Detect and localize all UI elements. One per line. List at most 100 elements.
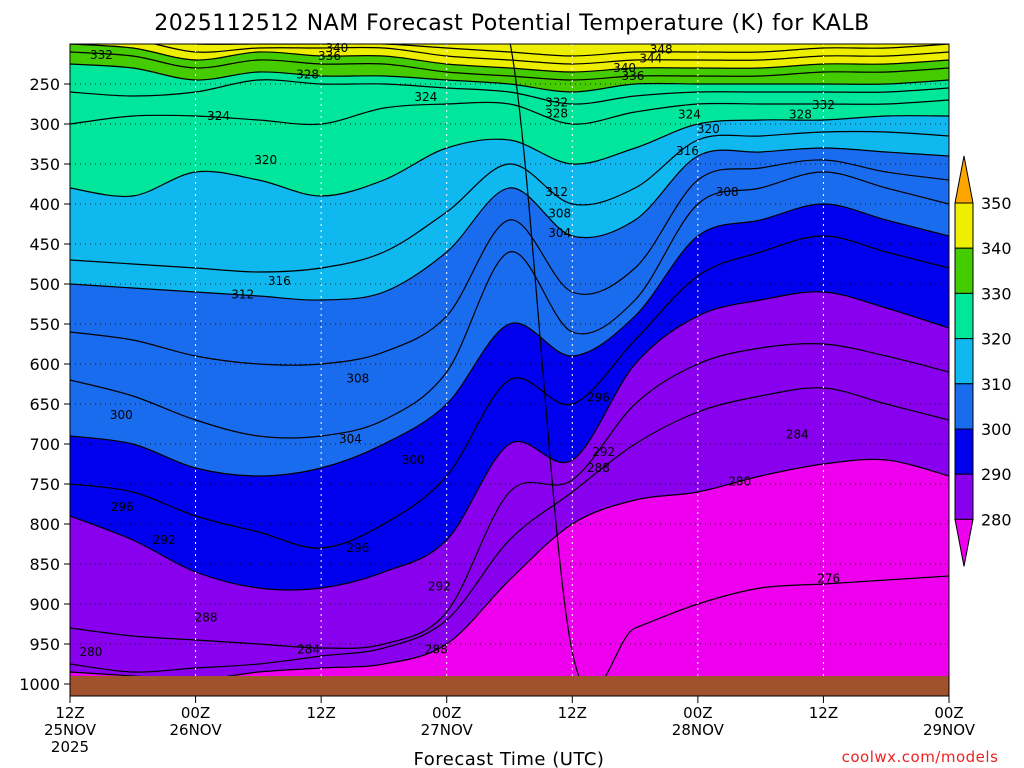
isentrope-324 [70, 99, 949, 126]
contour-label: 292 [428, 579, 451, 593]
x-tick-label: 29NOV [923, 721, 976, 739]
x-tick-label: 00Z [181, 704, 210, 722]
contour-label: 324 [414, 90, 437, 104]
contour-label: 292 [153, 533, 176, 547]
contour-label: 316 [676, 144, 699, 158]
x-tick-label: 12Z [809, 704, 838, 722]
contour-label: 332 [90, 48, 113, 62]
colorbar-segment [954, 202, 974, 249]
contour-label: 332 [545, 95, 568, 109]
x-axis-label: Forecast Time (UTC) [414, 749, 605, 768]
contour-label: 328 [545, 107, 568, 121]
x-tick-label: 12Z [55, 704, 84, 722]
y-tick-label: 300 [29, 115, 60, 134]
isentrope-340 [70, 44, 949, 73]
contour-label: 280 [728, 475, 751, 489]
plot-border [69, 43, 950, 697]
colorbar: 350 340 330 320 310 300 290 280 [954, 155, 1012, 567]
colorbar-bottom-arrow [954, 518, 974, 567]
isentrope-lines [70, 44, 949, 684]
ground-bar [70, 676, 949, 696]
contour-label: 304 [339, 432, 362, 446]
isentrope-284 [70, 387, 949, 673]
x-tick-label: 26NOV [170, 721, 223, 739]
x-tick-label: 28NOV [672, 721, 725, 739]
x-tick-label: 12Z [558, 704, 587, 722]
contour-label: 332 [812, 98, 835, 112]
colorbar-tick-label: 340 [981, 239, 1012, 258]
isentrope-308 [70, 159, 949, 366]
contour-label: 340 [613, 61, 636, 75]
colorbar-tick-label: 320 [981, 330, 1012, 349]
contour-label: 284 [786, 427, 809, 441]
contour-label: 320 [697, 122, 720, 136]
y-tick-label: 450 [29, 235, 60, 254]
contour-label: 320 [254, 153, 277, 167]
contour-label: 288 [587, 461, 610, 475]
isentrope-304 [70, 171, 949, 439]
x-tick-label: 27NOV [421, 721, 474, 739]
chart-title: 2025112512 NAM Forecast Potential Temper… [154, 11, 870, 36]
contour-label: 308 [548, 207, 571, 221]
y-tick-label: 700 [29, 435, 60, 454]
colorbar-tick-label: 280 [981, 510, 1012, 529]
isentrope-288 [70, 343, 949, 649]
colorbar-segment [954, 247, 974, 294]
contour-label: 276 [817, 571, 840, 585]
contour-label: 308 [346, 371, 369, 385]
contour-label: 316 [268, 274, 291, 288]
isentrope-344 [152, 44, 949, 65]
colorbar-tick-label: 330 [981, 284, 1012, 303]
isentrope-336 [70, 51, 949, 81]
y-tick-label: 650 [29, 395, 60, 414]
y-tick-label: 550 [29, 315, 60, 334]
colorbar-tick-label: 350 [981, 194, 1012, 213]
y-tick-label: 800 [29, 515, 60, 534]
gridlines [70, 44, 949, 684]
contour-label: 324 [207, 109, 230, 123]
credit-text: coolwx.com/models [842, 748, 999, 766]
y-tick-label: 600 [29, 355, 60, 374]
contour-label: 280 [79, 645, 102, 659]
y-tick-label: 250 [29, 75, 60, 94]
contour-label: 304 [548, 226, 571, 240]
y-tick-label: 900 [29, 595, 60, 614]
contour-label: 328 [789, 107, 812, 121]
contour-label: 324 [678, 107, 701, 121]
contour-label: 288 [425, 643, 448, 657]
colorbar-segment [954, 473, 974, 520]
contour-label: 308 [716, 185, 739, 199]
x-tick-label: 00Z [432, 704, 461, 722]
x-tick-label: 00Z [934, 704, 963, 722]
x-tick-label: 2025 [51, 738, 89, 756]
contour-label: 312 [231, 287, 254, 301]
colorbar-segment [954, 383, 974, 430]
contour-label: 348 [650, 43, 673, 57]
colorbar-segment [954, 428, 974, 475]
contour-label: 292 [592, 445, 615, 459]
y-tick-label: 950 [29, 635, 60, 654]
colorbar-segment [954, 292, 974, 340]
x-tick-label: 00Z [683, 704, 712, 722]
colorbar-top-arrow [954, 155, 974, 204]
contour-label: 300 [110, 408, 133, 422]
isentrope-292 [70, 291, 949, 591]
colorbar-segment [954, 338, 974, 385]
y-tick-label: 500 [29, 275, 60, 294]
isentrope-328 [70, 79, 949, 105]
contour-label: 296 [587, 391, 610, 405]
y-tick-label: 750 [29, 475, 60, 494]
isentrope-300 [70, 203, 949, 477]
isentrope-312 [70, 147, 949, 301]
x-tick-label: 12Z [306, 704, 335, 722]
y-tick-label: 850 [29, 555, 60, 574]
pressure-axis: 250 300 350 400 450 500 550 600 650 700 750 800 850 9… [19, 75, 70, 694]
contour-label: 312 [545, 185, 568, 199]
isentrope-332 [70, 63, 949, 93]
contour-label: 336 [318, 49, 341, 63]
contour-label: 300 [402, 453, 425, 467]
contour-label: 328 [296, 67, 319, 81]
